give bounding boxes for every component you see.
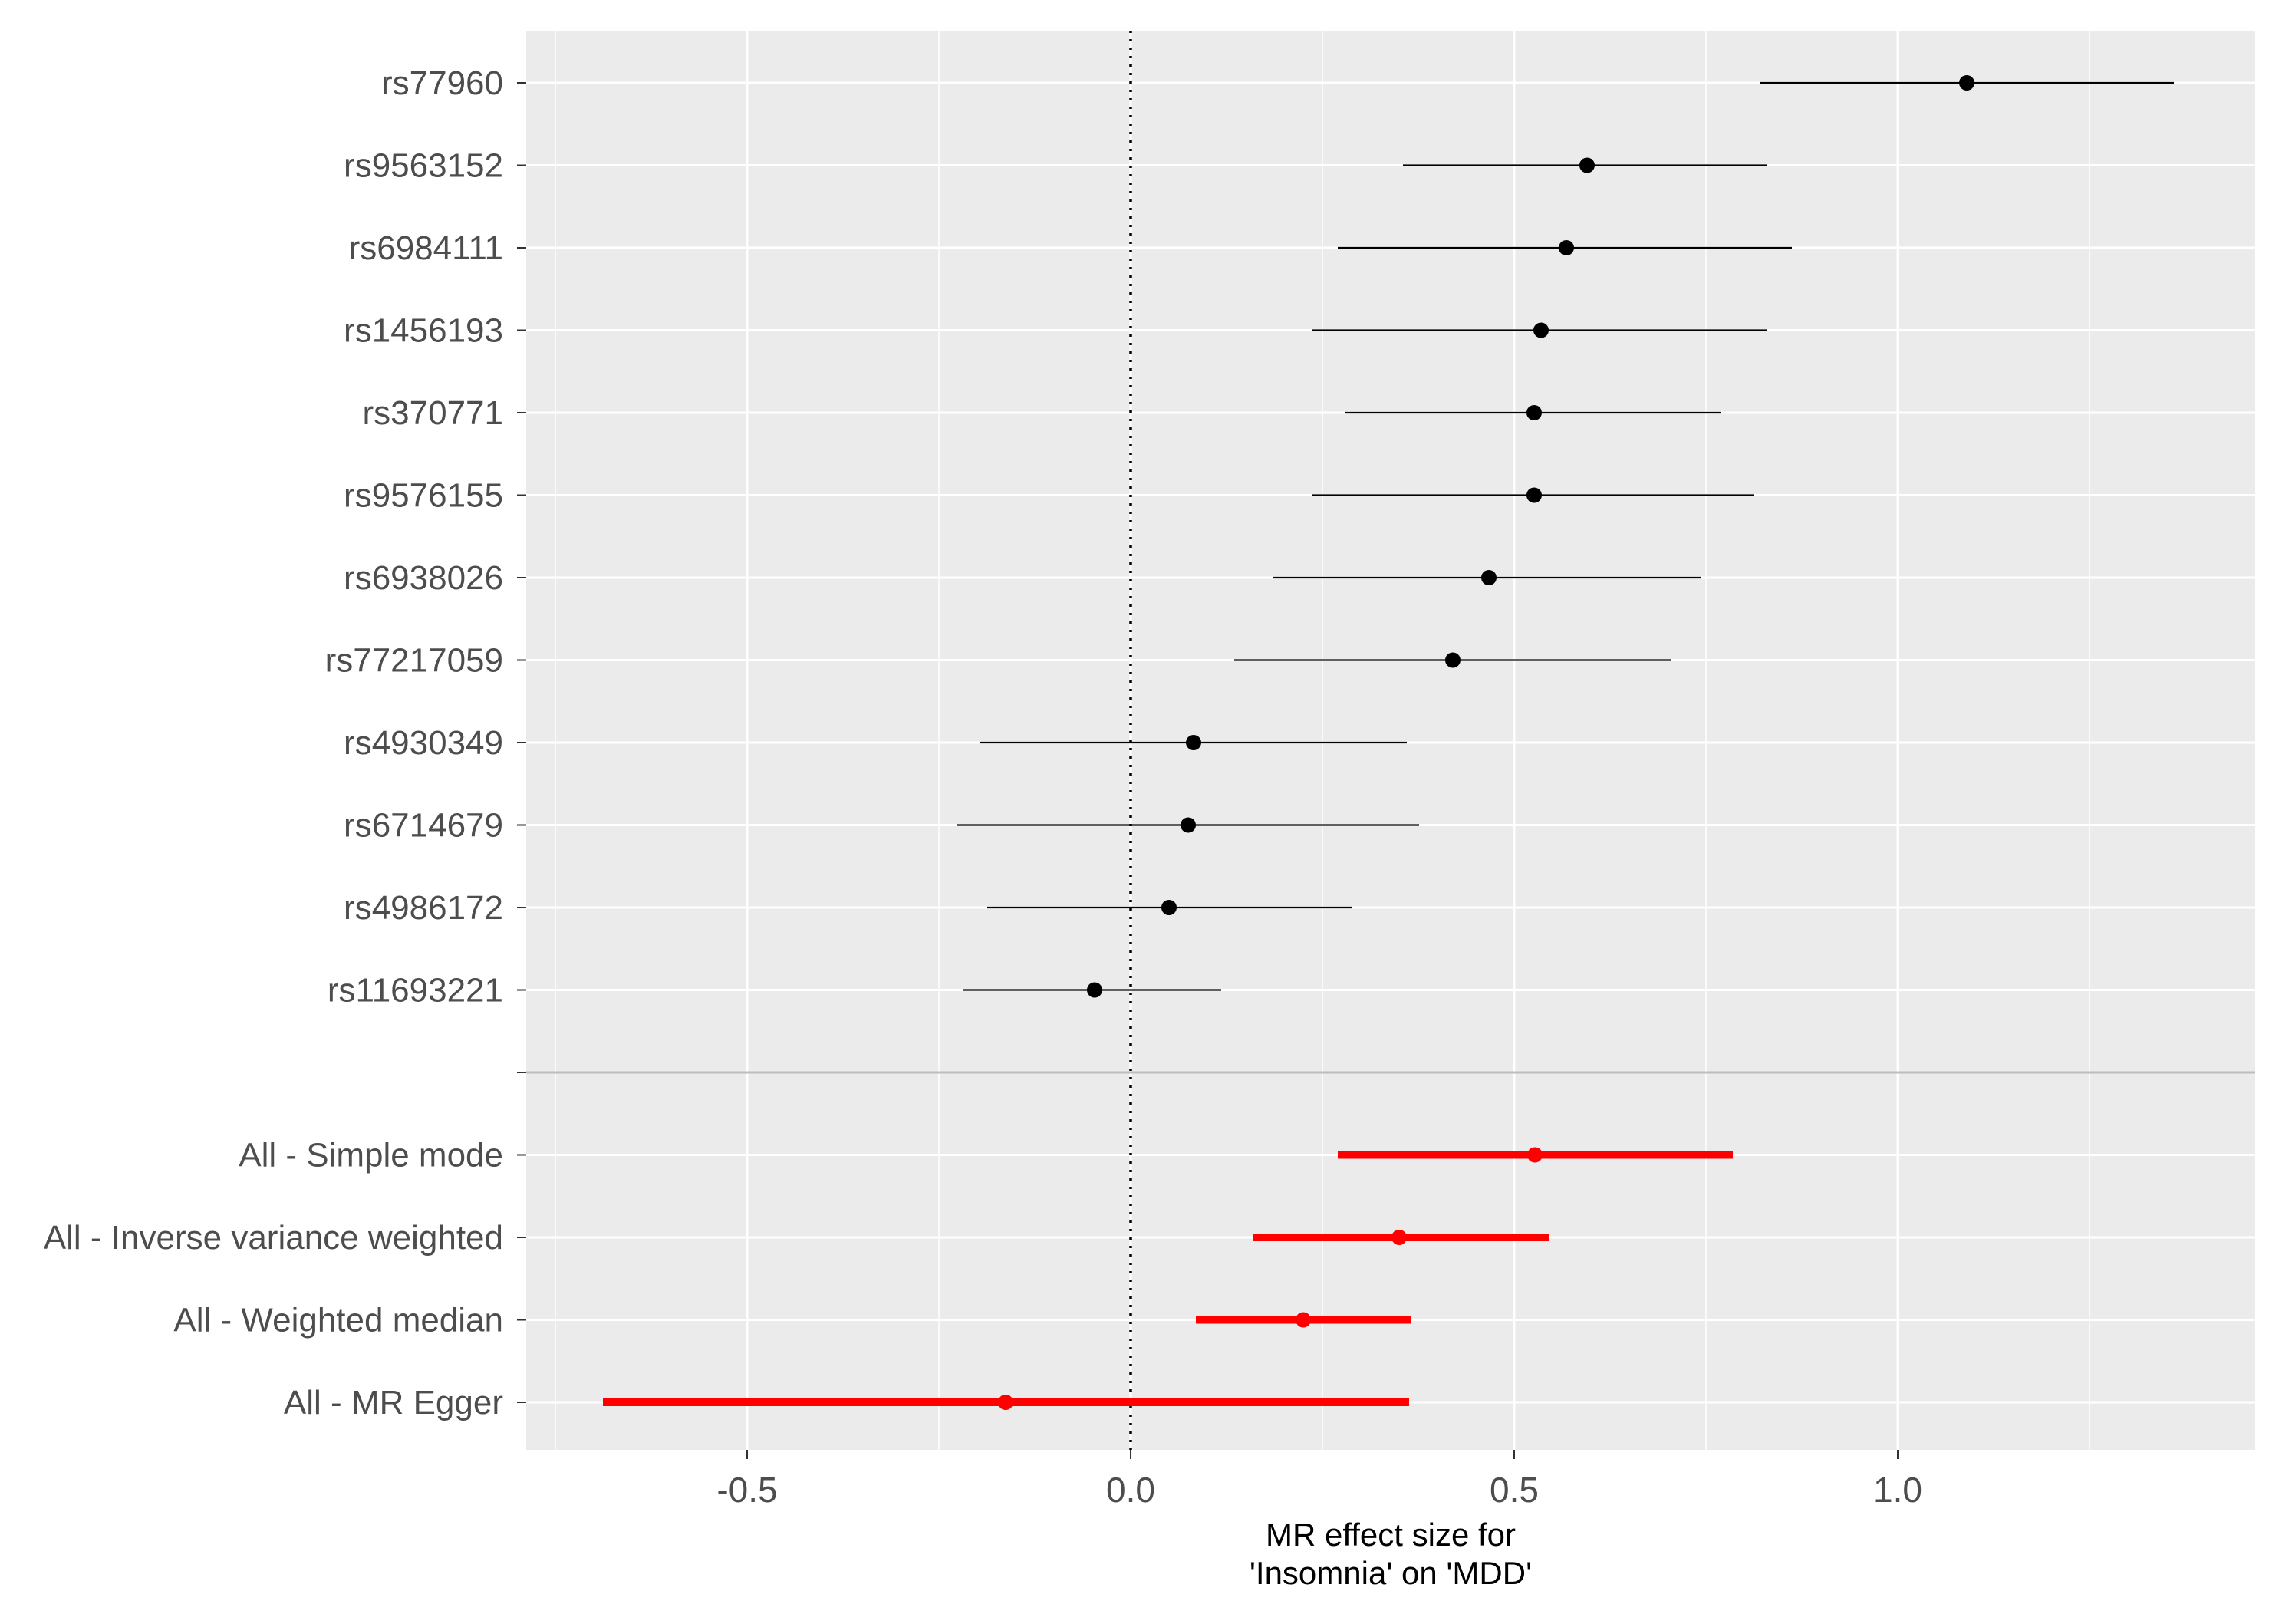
snp-estimate-point (1526, 487, 1542, 503)
method-estimate-point (1527, 1147, 1543, 1163)
y-axis: rs77960 rs9563152 rs6984111 rs1456193 rs3707… (44, 64, 526, 1421)
x-axis: -0.5 0.0 0.5 1.0 (716, 1450, 1922, 1510)
snp-estimate-point (1533, 322, 1549, 338)
snp-label: rs1456193 (344, 312, 503, 350)
snp-estimate-point (1087, 982, 1102, 998)
snp-label: rs370771 (363, 394, 503, 432)
method-label: All - Inverse variance weighted (44, 1219, 503, 1257)
x-axis-label-line-1: MR effect size for (1266, 1517, 1516, 1553)
x-axis-label-line-2: 'Insomnia' on 'MDD' (1250, 1555, 1532, 1591)
snp-label: rs6938026 (344, 559, 503, 597)
snp-estimate-point (1186, 735, 1201, 750)
x-tick-label: 0.0 (1106, 1470, 1155, 1510)
method-estimate-point (1296, 1312, 1311, 1328)
snp-estimate-point (1445, 652, 1461, 668)
snp-label: rs9563152 (344, 147, 503, 185)
method-estimate-point (1391, 1230, 1407, 1245)
snp-estimate-point (1181, 817, 1196, 833)
snp-estimate-point (1481, 570, 1497, 585)
method-label: All - MR Egger (284, 1384, 503, 1421)
snp-label: rs77217059 (325, 642, 503, 680)
snp-estimate-point (1161, 900, 1177, 915)
snp-label: rs11693221 (328, 972, 503, 1010)
snp-estimate-point (1579, 157, 1595, 173)
snp-estimate-point (1559, 240, 1574, 255)
method-label: All - Simple mode (239, 1137, 503, 1174)
x-tick-label: 0.5 (1490, 1470, 1539, 1510)
snp-estimate-point (1526, 405, 1542, 420)
snp-estimate-point (1959, 75, 1974, 91)
snp-label: rs4930349 (344, 724, 503, 762)
snp-label: rs9576155 (344, 477, 503, 515)
snp-label: rs6714679 (344, 807, 503, 845)
method-estimate-point (998, 1395, 1013, 1410)
x-tick-label: -0.5 (716, 1470, 777, 1510)
snp-label: rs77960 (381, 64, 503, 102)
plot-panel (526, 31, 2255, 1450)
snp-label: rs6984111 (349, 229, 503, 267)
method-label: All - Weighted median (173, 1302, 503, 1339)
snp-label: rs4986172 (344, 889, 503, 927)
estimate-marks (603, 75, 2174, 1410)
x-tick-label: 1.0 (1873, 1470, 1922, 1510)
